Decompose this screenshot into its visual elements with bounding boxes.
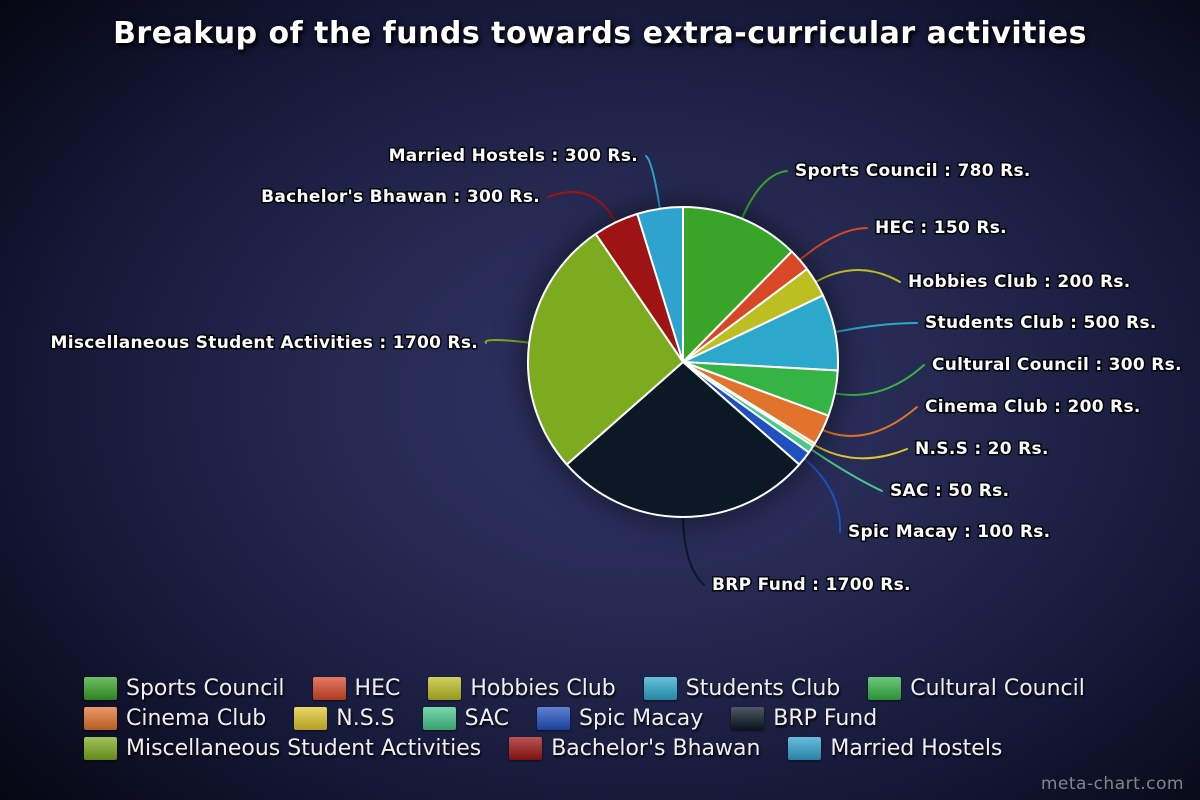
- slice-label-students-club: Students Club : 500 Rs.: [925, 313, 1157, 333]
- legend-item-hec: HEC: [312, 676, 401, 701]
- legend-swatch-hec: [312, 677, 346, 700]
- slice-labels: Sports Council : 780 Rs. HEC : 150 Rs. Hob…: [49, 145, 1183, 597]
- legend-swatch-brp-fund: [731, 707, 765, 730]
- slice-label-n-s-s: N.S.S : 20 Rs.: [915, 439, 1049, 459]
- legend-label-spic-macay: Spic Macay: [579, 706, 704, 731]
- legend-item-bachelor-s-bhawan: Bachelor's Bhawan: [509, 736, 760, 761]
- legend-item-hobbies-club: Hobbies Club: [428, 676, 616, 701]
- leader-line-hobbies-club: [811, 268, 901, 285]
- legend-label-cultural-council: Cultural Council: [910, 676, 1085, 701]
- legend-swatch-hobbies-club: [428, 677, 462, 700]
- legend-swatch-spic-macay: [537, 707, 571, 730]
- legend-item-brp-fund: BRP Fund: [731, 706, 877, 731]
- legend-label-sac: SAC: [464, 706, 510, 731]
- legend-item-spic-macay: Spic Macay: [537, 706, 703, 731]
- slice-label-sac: SAC : 50 Rs.: [890, 481, 1009, 501]
- slice-label-miscellaneous-student-activities: Miscellaneous Student Activities : 1700 …: [51, 333, 479, 353]
- pie-slice-brp-fund: [565, 361, 801, 519]
- legend-swatch-sports-council: [84, 677, 117, 700]
- chart-title: Breakup of the funds towards extra-curri…: [113, 16, 1087, 51]
- slice-label-married-hostels: Married Hostels : 300 Rs.: [389, 146, 638, 166]
- slice-label-sports-council: Sports Council : 780 Rs.: [795, 161, 1031, 181]
- leader-line-brp-fund: [682, 512, 705, 586]
- leader-line-sports-council: [739, 170, 788, 224]
- legend: Sports Council HEC Hobbies Club Students Cl…: [84, 676, 1148, 761]
- legend-item-cinema-club: Cinema Club: [84, 706, 266, 731]
- legend-item-n-s-s: N.S.S: [294, 706, 395, 731]
- legend-label-hec: HEC: [354, 676, 401, 701]
- legend-swatch-sac: [422, 707, 456, 730]
- legend-label-brp-fund: BRP Fund: [773, 706, 878, 731]
- legend-label-married-hostels: Married Hostels: [830, 736, 1003, 761]
- slice-label-cinema-club: Cinema Club : 200 Rs.: [925, 397, 1141, 417]
- legend-label-miscellaneous-student-activities: Miscellaneous Student Activities: [126, 736, 482, 761]
- legend-label-n-s-s: N.S.S: [336, 706, 395, 731]
- leader-line-n-s-s: [809, 441, 908, 460]
- pie-slice-married-hostels: [636, 206, 684, 363]
- pie-slices: [527, 206, 839, 519]
- legend-label-hobbies-club: Hobbies Club: [470, 676, 616, 701]
- legend-swatch-students-club: [643, 677, 677, 700]
- legend-label-students-club: Students Club: [685, 676, 841, 701]
- leader-lines: [484, 155, 925, 586]
- leader-line-cinema-club: [817, 406, 918, 437]
- slice-label-brp-fund: BRP Fund : 1700 Rs.: [712, 575, 911, 595]
- legend-label-sports-council: Sports Council: [126, 676, 285, 701]
- slice-label-spic-macay: Spic Macay : 100 Rs.: [848, 522, 1050, 542]
- pie-slice-sports-council: [682, 206, 793, 363]
- leader-line-bachelor-s-bhawan: [547, 191, 619, 227]
- legend-item-miscellaneous-student-activities: Miscellaneous Student Activities: [84, 736, 481, 761]
- pie-slice-miscellaneous-student-activities: [527, 232, 684, 466]
- legend-item-sac: SAC: [422, 706, 510, 731]
- leader-line-hec: [795, 227, 868, 264]
- legend-swatch-miscellaneous-student-activities: [84, 737, 117, 760]
- legend-swatch-married-hostels: [788, 737, 822, 760]
- legend-item-sports-council: Sports Council: [84, 676, 285, 701]
- leader-line-students-club: [830, 321, 918, 334]
- legend-item-cultural-council: Cultural Council: [868, 676, 1085, 701]
- legend-swatch-cinema-club: [84, 707, 117, 730]
- leader-line-cultural-council: [829, 364, 925, 396]
- legend-swatch-cultural-council: [868, 677, 902, 700]
- slice-label-cultural-council: Cultural Council : 300 Rs.: [932, 355, 1182, 375]
- leader-line-married-hostels: [645, 155, 662, 214]
- legend-item-married-hostels: Married Hostels: [788, 736, 1002, 761]
- slice-label-hec: HEC : 150 Rs.: [875, 218, 1007, 238]
- legend-swatch-bachelor-s-bhawan: [509, 737, 543, 760]
- legend-item-students-club: Students Club: [643, 676, 841, 701]
- leader-line-spic-macay: [800, 455, 842, 533]
- legend-swatch-n-s-s: [294, 707, 328, 730]
- slice-label-hobbies-club: Hobbies Club : 200 Rs.: [908, 272, 1131, 292]
- leader-line-miscellaneous-student-activities: [484, 338, 535, 345]
- slice-label-bachelor-s-bhawan: Bachelor's Bhawan : 300 Rs.: [261, 187, 540, 207]
- legend-label-bachelor-s-bhawan: Bachelor's Bhawan: [551, 736, 761, 761]
- legend-label-cinema-club: Cinema Club: [126, 706, 267, 731]
- watermark: meta-chart.com: [1040, 774, 1184, 794]
- leader-line-sac: [806, 446, 883, 492]
